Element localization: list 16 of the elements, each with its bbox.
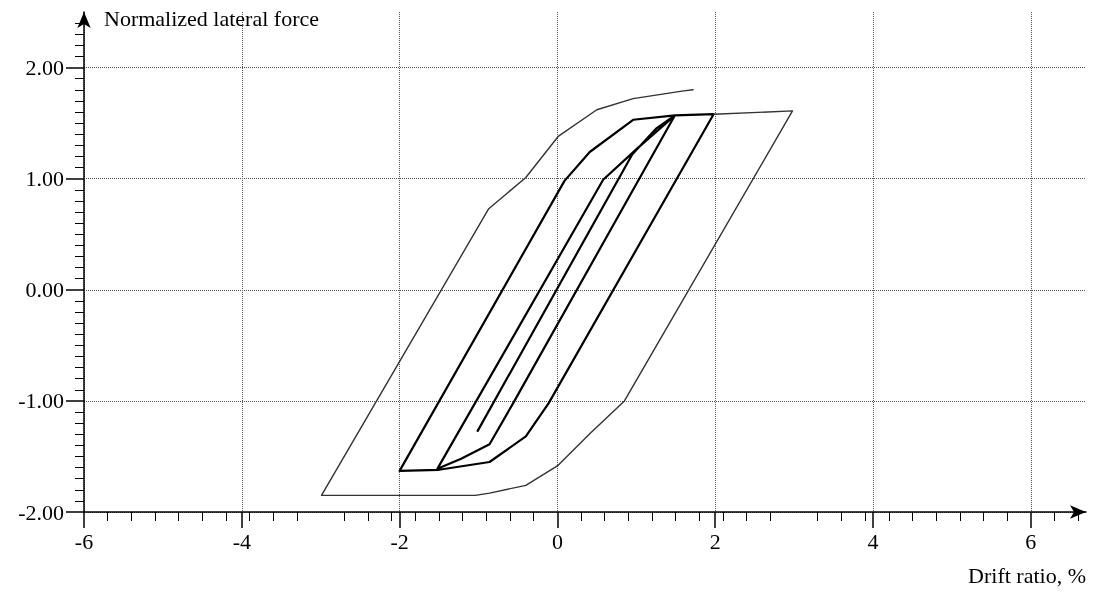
y-tick-label: 2.00 xyxy=(25,55,64,81)
x-tick-label: 2 xyxy=(709,528,721,554)
x-axis-title: Drift ratio, % xyxy=(968,562,1086,588)
y-tick-label: -2.00 xyxy=(18,499,64,525)
x-tick-label: -4 xyxy=(232,528,251,554)
y-tick-label: 0.00 xyxy=(25,277,64,303)
line-series xyxy=(320,89,794,497)
line-series xyxy=(398,113,715,472)
y-axis-title: Normalized lateral force xyxy=(104,5,319,31)
x-tick-label: -2 xyxy=(390,528,409,554)
x-tick-label: 0 xyxy=(551,528,563,554)
x-tick-label: 6 xyxy=(1025,528,1037,554)
x-tick-label: -6 xyxy=(74,528,94,554)
x-tick-label: 4 xyxy=(867,528,879,554)
y-tick-label: -1.00 xyxy=(18,388,64,414)
y-tick-label: 1.00 xyxy=(25,166,64,192)
